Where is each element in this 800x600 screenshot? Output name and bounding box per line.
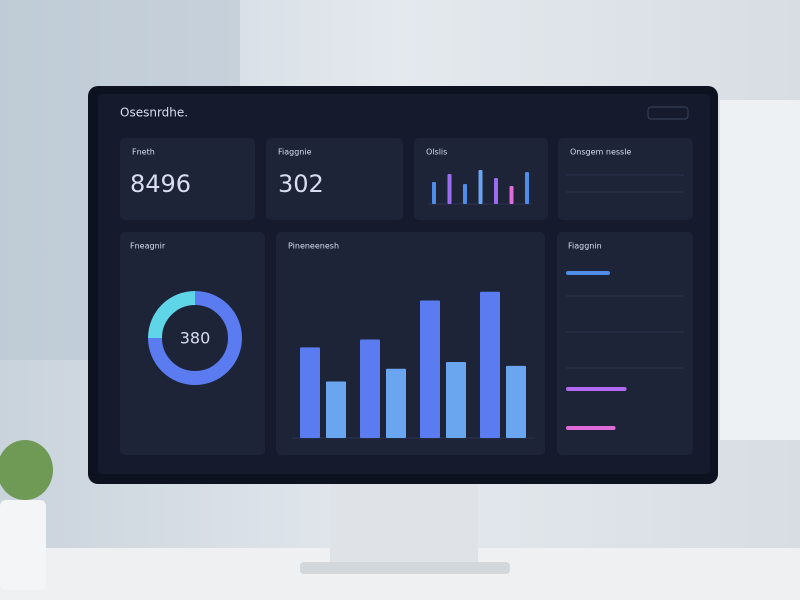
kpi-value: 302 bbox=[278, 170, 324, 198]
bar bbox=[494, 178, 498, 204]
kpi-value: 8496 bbox=[130, 170, 191, 198]
stand-base bbox=[300, 562, 510, 574]
bar bbox=[420, 300, 440, 438]
donut-center-label: 380 bbox=[180, 329, 211, 348]
bar bbox=[506, 365, 526, 438]
card bbox=[120, 232, 265, 455]
bar bbox=[480, 291, 500, 438]
bar bbox=[478, 170, 483, 204]
progress-bar bbox=[566, 387, 627, 391]
header-button[interactable] bbox=[647, 106, 689, 120]
bar bbox=[463, 184, 467, 204]
card-title: Onsgem nessle bbox=[570, 148, 631, 157]
card bbox=[266, 138, 403, 220]
card-title: Fiaggnin bbox=[568, 242, 602, 251]
donut-segment bbox=[148, 291, 196, 339]
progress-bar bbox=[566, 271, 610, 275]
plant-pot bbox=[0, 500, 46, 590]
shelf bbox=[720, 100, 800, 440]
bar bbox=[300, 347, 320, 438]
kpi-label: Fiaggnie bbox=[278, 148, 312, 157]
card bbox=[120, 138, 255, 220]
monitor-stand bbox=[330, 482, 478, 568]
bar bbox=[326, 381, 346, 438]
donut-segment bbox=[148, 291, 242, 385]
card-title: Pineneenesh bbox=[288, 242, 339, 251]
kpi-label: Fneth bbox=[132, 148, 155, 157]
bar bbox=[525, 172, 529, 204]
bar bbox=[446, 361, 466, 438]
plant bbox=[0, 440, 53, 500]
bar bbox=[432, 182, 436, 204]
progress-bar bbox=[566, 426, 616, 430]
bar bbox=[509, 186, 514, 204]
card-title: Fneagnir bbox=[130, 242, 166, 251]
dashboard-title: Osesnrdhe. bbox=[120, 106, 188, 120]
bar bbox=[360, 339, 380, 438]
bar bbox=[386, 368, 406, 438]
card bbox=[558, 138, 693, 220]
card bbox=[557, 232, 693, 455]
bar bbox=[447, 174, 452, 204]
card-title: Olslis bbox=[426, 148, 447, 157]
